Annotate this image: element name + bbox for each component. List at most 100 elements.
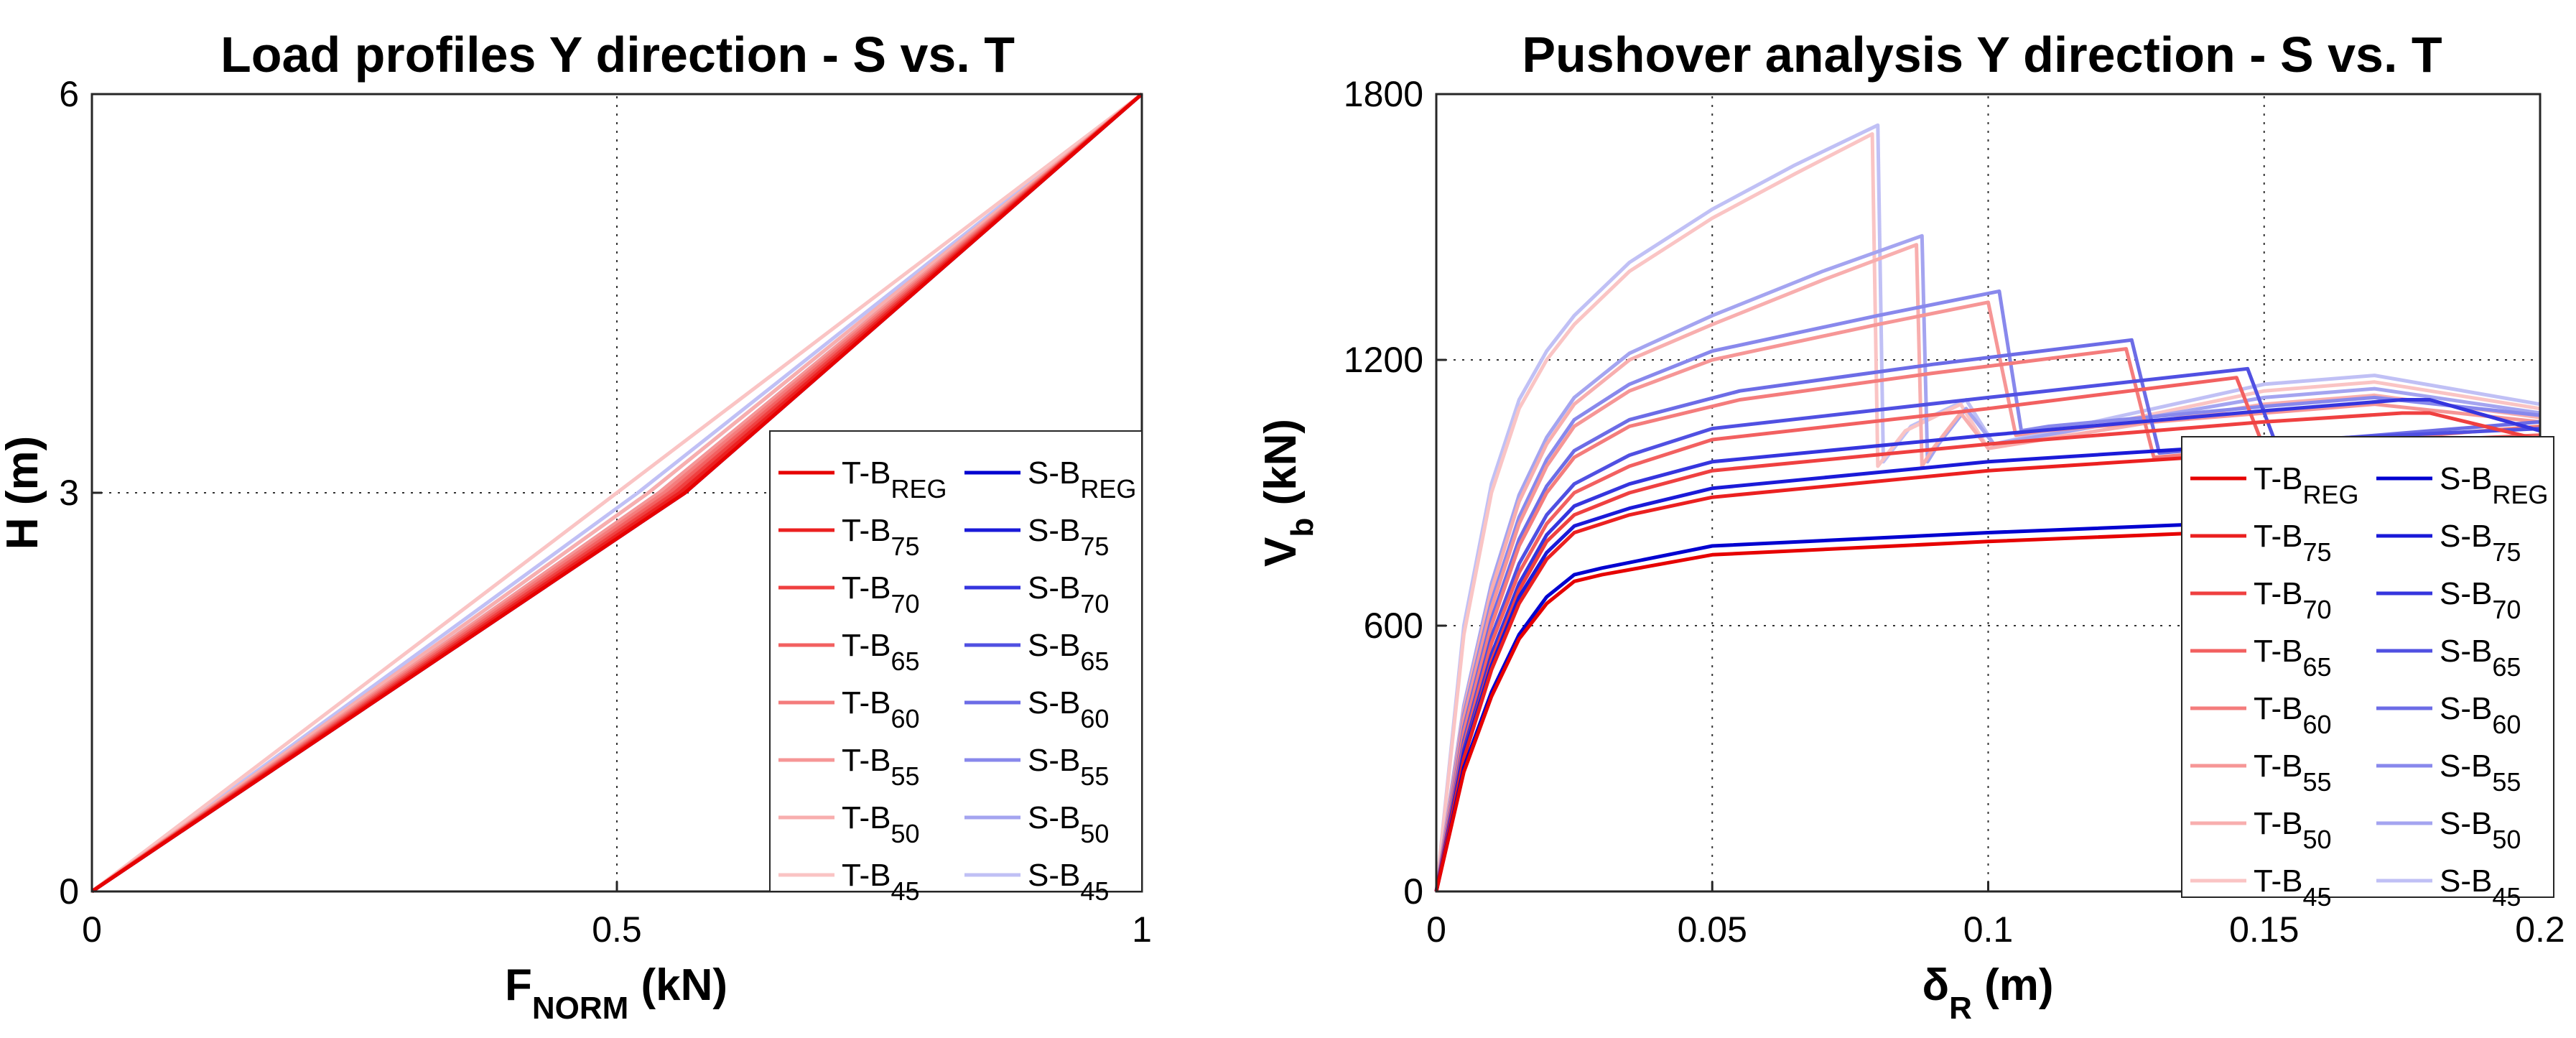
legend-entry-t-b-65: T-B65 [842, 628, 920, 676]
legend-label: S-B [2440, 461, 2492, 496]
legend-label: T-B [842, 455, 891, 491]
legend-entry-s-b-50: S-B50 [1028, 800, 1109, 848]
legend-subscript: 45 [1080, 876, 1109, 906]
chart-load-profiles: Load profiles Y direction - S vs. T 0 0.5… [0, 27, 1152, 1026]
series-line-s-b-70 [1434, 398, 2541, 892]
x-tick-label: 0.1 [1963, 909, 2014, 950]
legend-subscript: 50 [2302, 825, 2331, 854]
legend-subscript: 55 [891, 761, 919, 791]
legend-subscript: 70 [2302, 595, 2331, 624]
legend-subscript: 60 [891, 704, 919, 733]
x-tick-label: 0.2 [2515, 909, 2565, 950]
legend-label: S-B [2440, 806, 2492, 841]
series-line-t-b-reg [90, 93, 1143, 894]
legend-label: T-B [2254, 691, 2302, 726]
y-tick-label: 0 [59, 871, 79, 912]
legend-entry-t-b-60: T-B60 [2254, 691, 2332, 739]
legend-entry-s-b-60: S-B60 [2440, 691, 2521, 739]
legend-subscript: 50 [1080, 819, 1109, 848]
legend-subscript: 75 [1080, 532, 1109, 561]
legend-label: T-B [842, 513, 891, 548]
legend-label: T-B [2254, 461, 2302, 496]
series-line-t-b-75 [1434, 446, 2541, 892]
x-axis-label-main: δ [1922, 960, 1949, 1010]
x-tick-label: 0.15 [2229, 909, 2299, 950]
legend-subscript: 75 [891, 532, 919, 561]
tick-labels: 0 0.05 0.1 0.15 0.2 0 600 1200 1800 [1344, 74, 2565, 950]
x-axis-label-unit: (kN) [628, 960, 727, 1010]
legend-entry-t-b-60: T-B60 [842, 685, 920, 733]
legend-entry-t-b-65: T-B65 [2254, 634, 2332, 682]
legend-entry-s-b-75: S-B75 [1028, 513, 1109, 561]
x-tick-label: 0 [1426, 909, 1446, 950]
legend-entry-t-b-55: T-B55 [2254, 749, 2332, 797]
legend-entry-t-b-50: T-B50 [842, 800, 920, 848]
x-axis-label-sub: R [1949, 991, 1972, 1026]
y-axis-label-sub: b [1285, 518, 1320, 537]
legend-entry-s-b-45: S-B45 [2440, 863, 2521, 912]
x-axis-label-sub: NORM [532, 991, 628, 1026]
legend-label: T-B [842, 570, 891, 606]
legend-entry-t-b-45: T-B45 [2254, 863, 2332, 912]
legend-entry-s-b-reg: S-BREG [2440, 461, 2548, 509]
y-tick-label: 6 [59, 74, 79, 114]
legend-label: S-B [1028, 570, 1080, 606]
legend-label: T-B [842, 858, 891, 893]
series-line-t-b-45 [90, 93, 1143, 893]
legend-label: S-B [2440, 519, 2492, 554]
series-lines [90, 93, 1143, 894]
legend-subscript: 50 [2492, 825, 2521, 854]
legend-entry-t-b-75: T-B75 [2254, 519, 2332, 567]
y-tick-label: 3 [59, 473, 79, 513]
legend-label: S-B [1028, 455, 1080, 491]
legend-label: T-B [842, 743, 891, 778]
legend-entry-s-b-65: S-B65 [2440, 634, 2521, 682]
legend-subscript: 65 [2492, 652, 2521, 682]
legend-label: S-B [2440, 634, 2492, 669]
x-tick-label: 1 [1132, 909, 1152, 950]
legend-subscript: 60 [1080, 704, 1109, 733]
legend-subscript: 65 [891, 647, 919, 676]
legend-subscript: REG [1080, 474, 1136, 504]
y-tick-label: 1200 [1344, 340, 1423, 380]
y-axis-label: Vb (kN) [1256, 419, 1320, 567]
legend-label: S-B [1028, 628, 1080, 663]
legend-subscript: 45 [2302, 882, 2331, 912]
legend-entry-t-b-75: T-B75 [842, 513, 920, 561]
series-lines [1434, 123, 2541, 892]
chart-title: Load profiles Y direction - S vs. T [220, 27, 1015, 83]
legend-subscript: 55 [2302, 767, 2331, 797]
legend-subscript: 65 [2302, 652, 2331, 682]
legend-entry-t-b-70: T-B70 [2254, 576, 2332, 624]
legend-label: T-B [842, 685, 891, 720]
legend-subscript: 55 [2492, 767, 2521, 797]
x-axis-label: FNORM (kN) [505, 960, 727, 1026]
chart-pushover: Pushover analysis Y direction - S vs. T … [1256, 27, 2565, 1026]
legend-entry-s-b-50: S-B50 [2440, 806, 2521, 854]
legend-box [769, 430, 1143, 892]
y-tick-label: 600 [1364, 606, 1423, 646]
series-line-s-b-55 [1434, 289, 2541, 892]
y-axis-label-unit: (kN) [1256, 419, 1306, 518]
legend-entry-s-b-55: S-B55 [1028, 743, 1109, 791]
legend-label: T-B [2254, 749, 2302, 784]
x-tick-label: 0 [82, 909, 102, 950]
legend-entry-s-b-70: S-B70 [2440, 576, 2521, 624]
legend-subscript: REG [2302, 480, 2358, 509]
legend-label: T-B [2254, 576, 2302, 611]
series-line-t-b-60 [1434, 347, 2541, 892]
x-axis-label-unit: (m) [1972, 960, 2054, 1010]
x-tick-label: 0.5 [592, 909, 642, 950]
legend-subscript: 70 [1080, 589, 1109, 618]
legend-label: S-B [1028, 685, 1080, 720]
series-line-t-b-50 [90, 93, 1143, 894]
legend-entry-t-b-55: T-B55 [842, 743, 920, 791]
series-line-t-b-50 [1434, 243, 2541, 892]
legend-subscript: 55 [1080, 761, 1109, 791]
legend-label: T-B [842, 628, 891, 663]
legend-label: T-B [2254, 863, 2302, 899]
legend: T-BREGT-B75T-B70T-B65T-B60T-B55T-B50T-B4… [2181, 436, 2554, 912]
legend-subscript: 50 [891, 819, 919, 848]
legend-entry-t-b-reg: T-BREG [2254, 461, 2358, 509]
